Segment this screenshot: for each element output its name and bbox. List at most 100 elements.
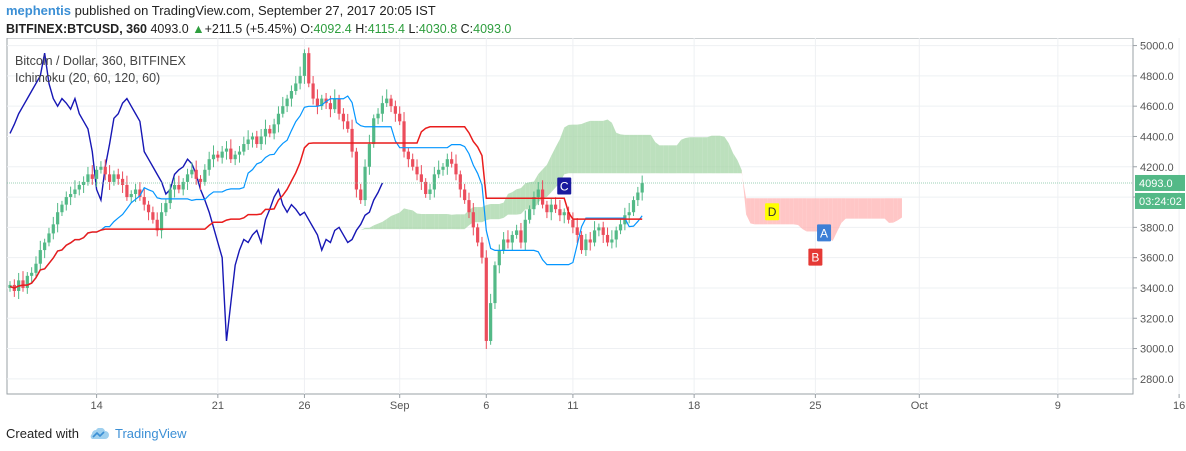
candle-body bbox=[631, 200, 636, 213]
candle-body bbox=[406, 151, 410, 160]
candle-body bbox=[294, 83, 298, 92]
cloud-segment-bull bbox=[698, 137, 703, 174]
countdown-tag bbox=[1135, 192, 1185, 209]
x-tick-label: Oct bbox=[911, 400, 928, 412]
candle-body bbox=[116, 174, 120, 179]
candle-body bbox=[484, 257, 488, 341]
footer: Created with TradingView bbox=[6, 426, 187, 441]
candle-body bbox=[372, 118, 376, 145]
candle-body bbox=[402, 121, 406, 152]
cloud-segment-bull bbox=[594, 120, 599, 174]
candle-body bbox=[341, 113, 346, 122]
candle-body bbox=[242, 144, 246, 152]
candle-body bbox=[56, 212, 60, 225]
candle-body bbox=[103, 166, 107, 175]
candle-body bbox=[64, 197, 68, 205]
y-tick-label: 4200.0 bbox=[1140, 162, 1174, 174]
candle-body bbox=[545, 204, 549, 213]
candle-body bbox=[515, 230, 519, 235]
cloud-segment-bull bbox=[685, 137, 690, 174]
candle-body bbox=[315, 98, 320, 107]
candle-body bbox=[376, 113, 380, 119]
cloud-segment-bear bbox=[858, 198, 864, 219]
chart-area[interactable]: A B C D 2800.0 3000.0 3200.0 3400.0 3600.0 3800.0… bbox=[0, 37, 1186, 416]
cloud-segment-bear bbox=[746, 198, 751, 224]
cloud-segment-bear bbox=[802, 198, 807, 232]
cloud-segment-bull bbox=[646, 134, 651, 174]
candle-body bbox=[73, 189, 77, 195]
candle-body bbox=[566, 212, 571, 220]
candle-body bbox=[90, 174, 94, 179]
legend-indicator: Ichimoku (20, 60, 120, 60) bbox=[15, 71, 160, 85]
candle-body bbox=[510, 234, 514, 243]
candle-body bbox=[519, 230, 523, 243]
cloud-segment-bear bbox=[841, 198, 846, 223]
candle-body bbox=[601, 227, 605, 235]
ichimoku-cloud bbox=[269, 119, 902, 289]
y-tick-label: 4400.0 bbox=[1140, 131, 1174, 143]
countdown-tag-label: 03:24:02 bbox=[1139, 196, 1182, 208]
author-link[interactable]: mephentis bbox=[6, 3, 72, 18]
x-tick-label: 25 bbox=[809, 400, 821, 412]
high-label: H: bbox=[355, 22, 368, 36]
change-value: +211.5 (+5.45%) bbox=[204, 22, 297, 36]
candle-body bbox=[198, 178, 203, 182]
cloud-segment-bull bbox=[681, 137, 686, 174]
candle-body bbox=[411, 159, 415, 167]
cloud-segment-bull bbox=[503, 193, 508, 218]
candle-body bbox=[25, 275, 29, 288]
candle-body bbox=[497, 250, 501, 266]
candles bbox=[8, 47, 644, 350]
candle-body bbox=[146, 204, 151, 213]
cloud-segment-bull bbox=[516, 188, 521, 215]
candle-body bbox=[532, 197, 536, 210]
y-tick-label: 4600.0 bbox=[1140, 101, 1174, 113]
cloud-segment-bull bbox=[391, 214, 396, 230]
candle-body bbox=[610, 239, 614, 243]
candle-body bbox=[276, 113, 281, 125]
candle-body bbox=[30, 272, 34, 276]
cloud-segment-bull bbox=[373, 223, 379, 230]
cloud-segment-bear bbox=[888, 198, 894, 223]
published-line: mephentis published on TradingView.com, … bbox=[6, 3, 436, 18]
cloud-segment-bull bbox=[581, 122, 586, 174]
candle-body bbox=[172, 184, 177, 190]
cloud-segment-bull bbox=[568, 124, 573, 174]
candle-body bbox=[333, 98, 337, 110]
candle-body bbox=[571, 219, 575, 228]
cloud-segment-bull bbox=[672, 145, 677, 174]
candle-body bbox=[250, 136, 255, 140]
candle-body bbox=[272, 124, 276, 134]
cloud-segment-bear bbox=[850, 198, 855, 219]
candle-body bbox=[476, 227, 480, 243]
tradingview-link[interactable]: TradingView bbox=[114, 426, 187, 441]
candle-body bbox=[168, 189, 172, 204]
candle-body bbox=[138, 189, 142, 198]
cloud-segment-bull bbox=[490, 204, 495, 220]
cloud-segment-bear bbox=[867, 198, 872, 219]
candle-body bbox=[237, 151, 242, 155]
candle-body bbox=[389, 98, 393, 107]
cloud-segment-bear bbox=[806, 198, 812, 232]
cloud-segment-bear bbox=[837, 198, 842, 232]
candle-body bbox=[575, 227, 579, 235]
y-tick-label: 3200.0 bbox=[1140, 313, 1174, 325]
low-label: L: bbox=[408, 22, 419, 36]
y-tick-label: 4800.0 bbox=[1140, 71, 1174, 83]
candle-body bbox=[129, 194, 133, 198]
price-chart[interactable]: AB C D 2800.0 3000.0 3200.0 3400.0 3600.0 3800.0… bbox=[0, 37, 1186, 416]
candle-body bbox=[480, 242, 484, 258]
cloud-segment-bull bbox=[525, 182, 530, 210]
candle-body bbox=[627, 212, 631, 216]
cloud-segment-bull bbox=[585, 120, 591, 174]
candle-body bbox=[311, 83, 315, 99]
candle-body bbox=[77, 184, 81, 190]
candle-body bbox=[302, 53, 307, 76]
cloud-segment-bear bbox=[793, 198, 799, 226]
candle-body bbox=[562, 212, 566, 216]
cloud-segment-bull bbox=[590, 120, 595, 174]
candle-body bbox=[107, 174, 112, 182]
cloud-segment-bull bbox=[404, 208, 409, 230]
cloud-segment-bull bbox=[412, 210, 418, 230]
cloud-segment-bear bbox=[754, 198, 760, 225]
